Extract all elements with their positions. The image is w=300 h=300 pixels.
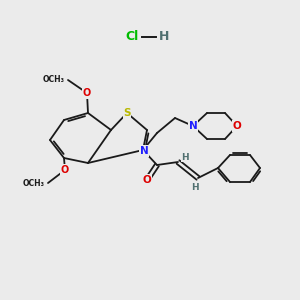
Text: N: N [140,146,148,156]
Text: O: O [83,88,91,98]
Text: Cl: Cl [125,31,139,44]
Text: N: N [189,121,197,131]
Text: O: O [142,175,152,185]
Text: OCH₃: OCH₃ [43,76,65,85]
Text: H: H [191,182,199,191]
Text: O: O [232,121,242,131]
Text: H: H [181,152,189,161]
Text: O: O [61,165,69,175]
Text: OCH₃: OCH₃ [23,178,45,188]
Text: H: H [159,31,169,44]
Text: S: S [123,108,131,118]
